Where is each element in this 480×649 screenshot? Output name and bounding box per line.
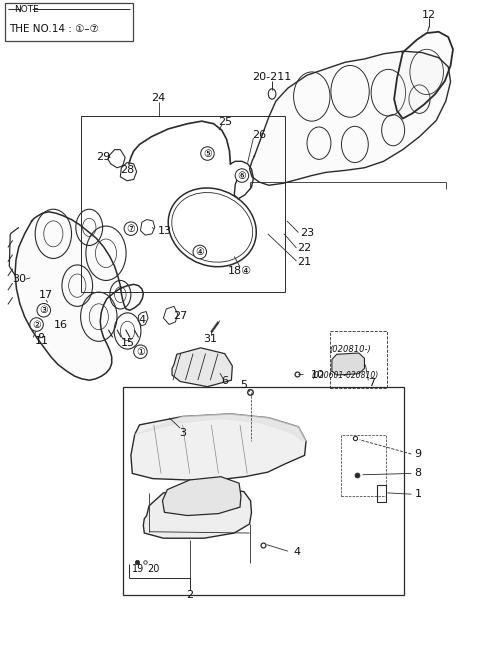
Text: 29: 29	[96, 153, 111, 162]
Text: 3: 3	[179, 428, 186, 437]
Polygon shape	[394, 32, 453, 119]
Text: 22: 22	[298, 243, 312, 253]
Text: 9: 9	[415, 449, 421, 459]
Text: (020810-): (020810-)	[329, 345, 371, 354]
Text: 2: 2	[186, 589, 193, 600]
Bar	[340, 435, 386, 496]
Text: 17: 17	[39, 290, 53, 300]
Text: 4: 4	[294, 548, 301, 557]
Text: 20-211: 20-211	[252, 72, 292, 82]
Polygon shape	[172, 348, 232, 387]
Text: 7: 7	[368, 378, 375, 388]
Text: 23: 23	[300, 228, 314, 238]
Text: 25: 25	[218, 117, 233, 127]
Text: 13: 13	[157, 226, 172, 236]
Polygon shape	[332, 353, 364, 375]
Text: 11: 11	[35, 336, 48, 347]
Bar	[123, 387, 404, 595]
Text: ④: ④	[195, 247, 204, 257]
Text: 1: 1	[415, 489, 421, 499]
Bar	[330, 331, 387, 388]
Polygon shape	[135, 414, 306, 441]
Text: THE NO.14 : ①–⑦: THE NO.14 : ①–⑦	[9, 24, 99, 34]
Polygon shape	[15, 212, 144, 380]
Text: 12: 12	[422, 10, 436, 20]
Text: 27: 27	[173, 311, 187, 321]
Polygon shape	[144, 487, 252, 538]
Text: 24: 24	[152, 93, 166, 103]
Text: 18④: 18④	[228, 265, 252, 276]
Text: 4: 4	[138, 315, 145, 325]
Text: 5: 5	[240, 380, 247, 391]
Polygon shape	[162, 476, 241, 515]
Text: ⑤: ⑤	[203, 149, 212, 158]
Text: 28: 28	[120, 165, 135, 175]
Text: NOTE: NOTE	[14, 5, 38, 14]
Text: 26: 26	[252, 130, 266, 140]
Text: 20: 20	[148, 563, 160, 574]
Polygon shape	[250, 51, 451, 185]
Polygon shape	[131, 414, 306, 480]
Text: 6: 6	[221, 376, 228, 387]
Text: 21: 21	[298, 258, 312, 267]
Text: 19: 19	[132, 563, 144, 574]
Text: (020601-020810): (020601-020810)	[312, 371, 379, 380]
Text: ③: ③	[39, 305, 48, 315]
Text: 15: 15	[120, 337, 134, 348]
Text: 8: 8	[415, 469, 421, 478]
Text: ②: ②	[32, 319, 41, 330]
Bar	[81, 116, 285, 292]
Text: 31: 31	[204, 334, 217, 344]
Text: 30: 30	[12, 274, 26, 284]
Text: ⑥: ⑥	[238, 171, 246, 180]
Text: 10: 10	[311, 370, 325, 380]
FancyBboxPatch shape	[4, 3, 133, 41]
Text: 16: 16	[54, 319, 68, 330]
Text: ⑦: ⑦	[127, 224, 135, 234]
Text: ①: ①	[136, 347, 145, 357]
